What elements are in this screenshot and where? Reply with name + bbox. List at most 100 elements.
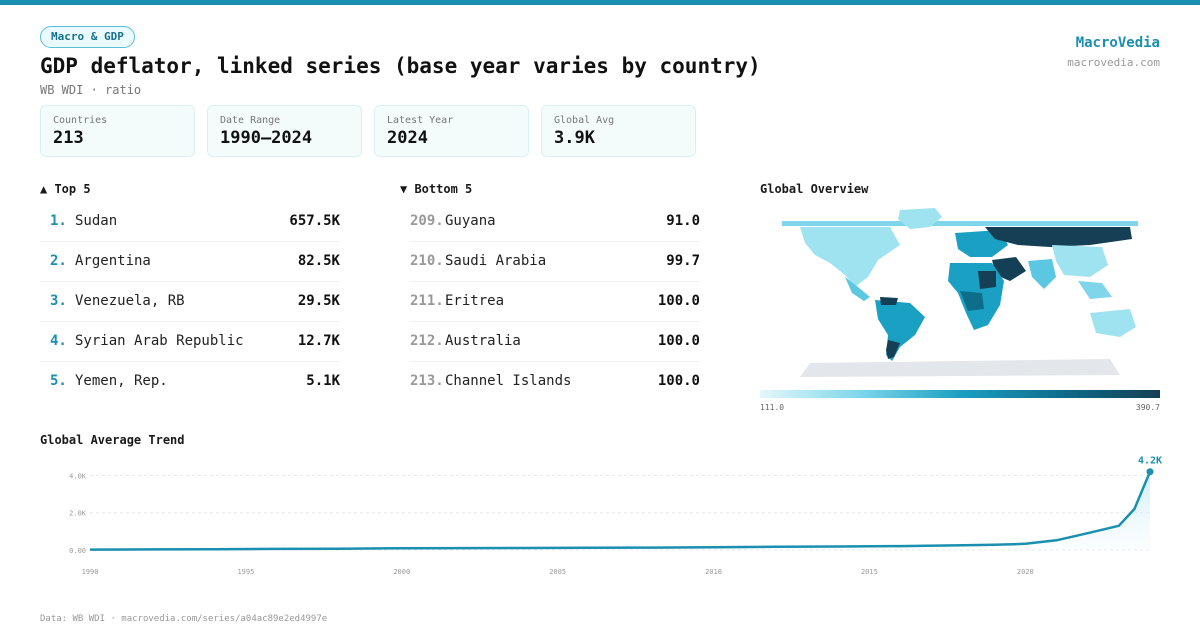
- x-tick-label: 2000: [393, 568, 410, 576]
- trend-chart[interactable]: 0.00 2.0K 4.0K 1990 1995 2000 2005 2010 2015 2020…: [40, 450, 1170, 580]
- stat-card-countries: Countries 213: [40, 105, 195, 157]
- footer-source: Data: WB WDI · macrovedia.com/series/a04…: [40, 614, 328, 624]
- country-name: Eritrea: [445, 293, 505, 309]
- trend-title: Global Average Trend: [40, 433, 185, 447]
- country-value: 100.0: [657, 293, 700, 309]
- y-tick-label: 0.00: [69, 547, 86, 555]
- top-accent-bar: [0, 0, 1200, 5]
- rank-number: 212.: [410, 333, 444, 349]
- x-tick-label: 2020: [1017, 568, 1034, 576]
- country-value: 100.0: [657, 333, 700, 349]
- rank-number: 1.: [50, 213, 67, 229]
- map-region-greenland[interactable]: [898, 208, 942, 229]
- map-region-venezuela[interactable]: [880, 297, 898, 305]
- country-value: 657.5K: [289, 213, 340, 229]
- country-name: Guyana: [445, 213, 496, 229]
- list-item[interactable]: 5. Yemen, Rep. 5.1K: [40, 362, 340, 402]
- rank-number: 211.: [410, 293, 444, 309]
- country-name: Venezuela, RB: [75, 293, 185, 309]
- map-region-central-africa[interactable]: [960, 291, 984, 311]
- stat-value: 2024: [387, 128, 428, 148]
- brand-url[interactable]: macrovedia.com: [1067, 56, 1160, 69]
- country-value: 12.7K: [297, 333, 340, 349]
- rank-number: 4.: [50, 333, 67, 349]
- stat-label: Latest Year: [387, 115, 454, 126]
- rank-number: 209.: [410, 213, 444, 229]
- x-tick-label: 1990: [82, 568, 99, 576]
- trend-last-label: 4.2K: [1138, 456, 1162, 467]
- country-value: 91.0: [666, 213, 700, 229]
- map-title: Global Overview: [760, 182, 869, 196]
- trend-last-point[interactable]: [1146, 468, 1154, 476]
- map-region-south-asia[interactable]: [1028, 259, 1056, 289]
- country-name: Saudi Arabia: [445, 253, 547, 269]
- stat-card-date-range: Date Range 1990–2024: [207, 105, 362, 157]
- map-region-antarctica[interactable]: [800, 359, 1120, 377]
- x-tick-label: 2010: [705, 568, 722, 576]
- top5-title: ▲ Top 5: [40, 182, 91, 196]
- rank-number: 2.: [50, 253, 67, 269]
- category-badge[interactable]: Macro & GDP: [40, 26, 135, 48]
- stat-label: Date Range: [220, 115, 281, 126]
- country-name: Australia: [445, 333, 521, 349]
- map-legend-min: 111.0: [760, 403, 785, 412]
- x-tick-label: 2005: [549, 568, 566, 576]
- country-name: Yemen, Rep.: [75, 373, 168, 389]
- list-item[interactable]: 209. Guyana 91.0: [410, 202, 700, 242]
- country-name: Sudan: [75, 213, 118, 229]
- country-value: 99.7: [666, 253, 700, 269]
- list-item[interactable]: 213. Channel Islands 100.0: [410, 362, 700, 402]
- map-region-east-asia[interactable]: [1052, 245, 1108, 277]
- list-item[interactable]: 2. Argentina 82.5K: [40, 242, 340, 282]
- stat-value: 1990–2024: [220, 128, 313, 148]
- map-region-mexico[interactable]: [845, 277, 870, 301]
- map-region-southeast-asia[interactable]: [1078, 281, 1112, 299]
- list-item[interactable]: 3. Venezuela, RB 29.5K: [40, 282, 340, 322]
- list-item[interactable]: 4. Syrian Arab Republic 12.7K: [40, 322, 340, 362]
- stat-card-global-avg: Global Avg 3.9K: [541, 105, 696, 157]
- map-region-north-america[interactable]: [800, 227, 900, 287]
- rank-number: 3.: [50, 293, 67, 309]
- stat-value: 213: [53, 128, 84, 148]
- list-item[interactable]: 212. Australia 100.0: [410, 322, 700, 362]
- country-value: 100.0: [657, 373, 700, 389]
- bottom5-title: ▼ Bottom 5: [400, 182, 473, 196]
- page-subtitle: WB WDI · ratio: [40, 83, 142, 97]
- map-region-sudan[interactable]: [978, 271, 996, 289]
- map-region-australia[interactable]: [1090, 309, 1136, 337]
- map-region-arctic[interactable]: [782, 221, 1138, 226]
- brand-logo[interactable]: MacroVedia: [1075, 35, 1160, 51]
- y-tick-label: 4.0K: [69, 472, 87, 480]
- map-legend-gradient: [760, 390, 1160, 398]
- list-item[interactable]: 210. Saudi Arabia 99.7: [410, 242, 700, 282]
- map-region-russia[interactable]: [985, 227, 1132, 247]
- list-item[interactable]: 1. Sudan 657.5K: [40, 202, 340, 242]
- country-name: Channel Islands: [445, 373, 572, 389]
- stat-label: Countries: [53, 115, 108, 126]
- rank-number: 5.: [50, 373, 67, 389]
- rank-number: 213.: [410, 373, 444, 389]
- stat-label: Global Avg: [554, 115, 615, 126]
- country-name: Argentina: [75, 253, 151, 269]
- map-region-argentina[interactable]: [886, 340, 900, 359]
- stat-value: 3.9K: [554, 128, 595, 148]
- country-value: 29.5K: [297, 293, 340, 309]
- country-name: Syrian Arab Republic: [75, 333, 244, 349]
- bottom5-list: 209. Guyana 91.0 210. Saudi Arabia 99.7 …: [410, 202, 700, 402]
- list-item[interactable]: 211. Eritrea 100.0: [410, 282, 700, 322]
- trend-line: [89, 471, 1152, 551]
- map-legend-max: 390.7: [1135, 403, 1160, 412]
- page-title: GDP deflator, linked series (base year v…: [40, 54, 761, 78]
- map-region-middle-east[interactable]: [992, 257, 1026, 281]
- trend-area: [90, 471, 1150, 550]
- country-value: 5.1K: [306, 373, 340, 389]
- stat-card-latest-year: Latest Year 2024: [374, 105, 529, 157]
- world-map-svg[interactable]: [760, 205, 1160, 380]
- y-tick-label: 2.0K: [69, 510, 87, 518]
- x-tick-label: 2015: [861, 568, 878, 576]
- world-choropleth-map[interactable]: [760, 205, 1160, 380]
- map-region-south-america[interactable]: [875, 300, 925, 361]
- rank-number: 210.: [410, 253, 444, 269]
- top5-list: 1. Sudan 657.5K 2. Argentina 82.5K 3. Ve…: [40, 202, 340, 402]
- country-value: 82.5K: [297, 253, 340, 269]
